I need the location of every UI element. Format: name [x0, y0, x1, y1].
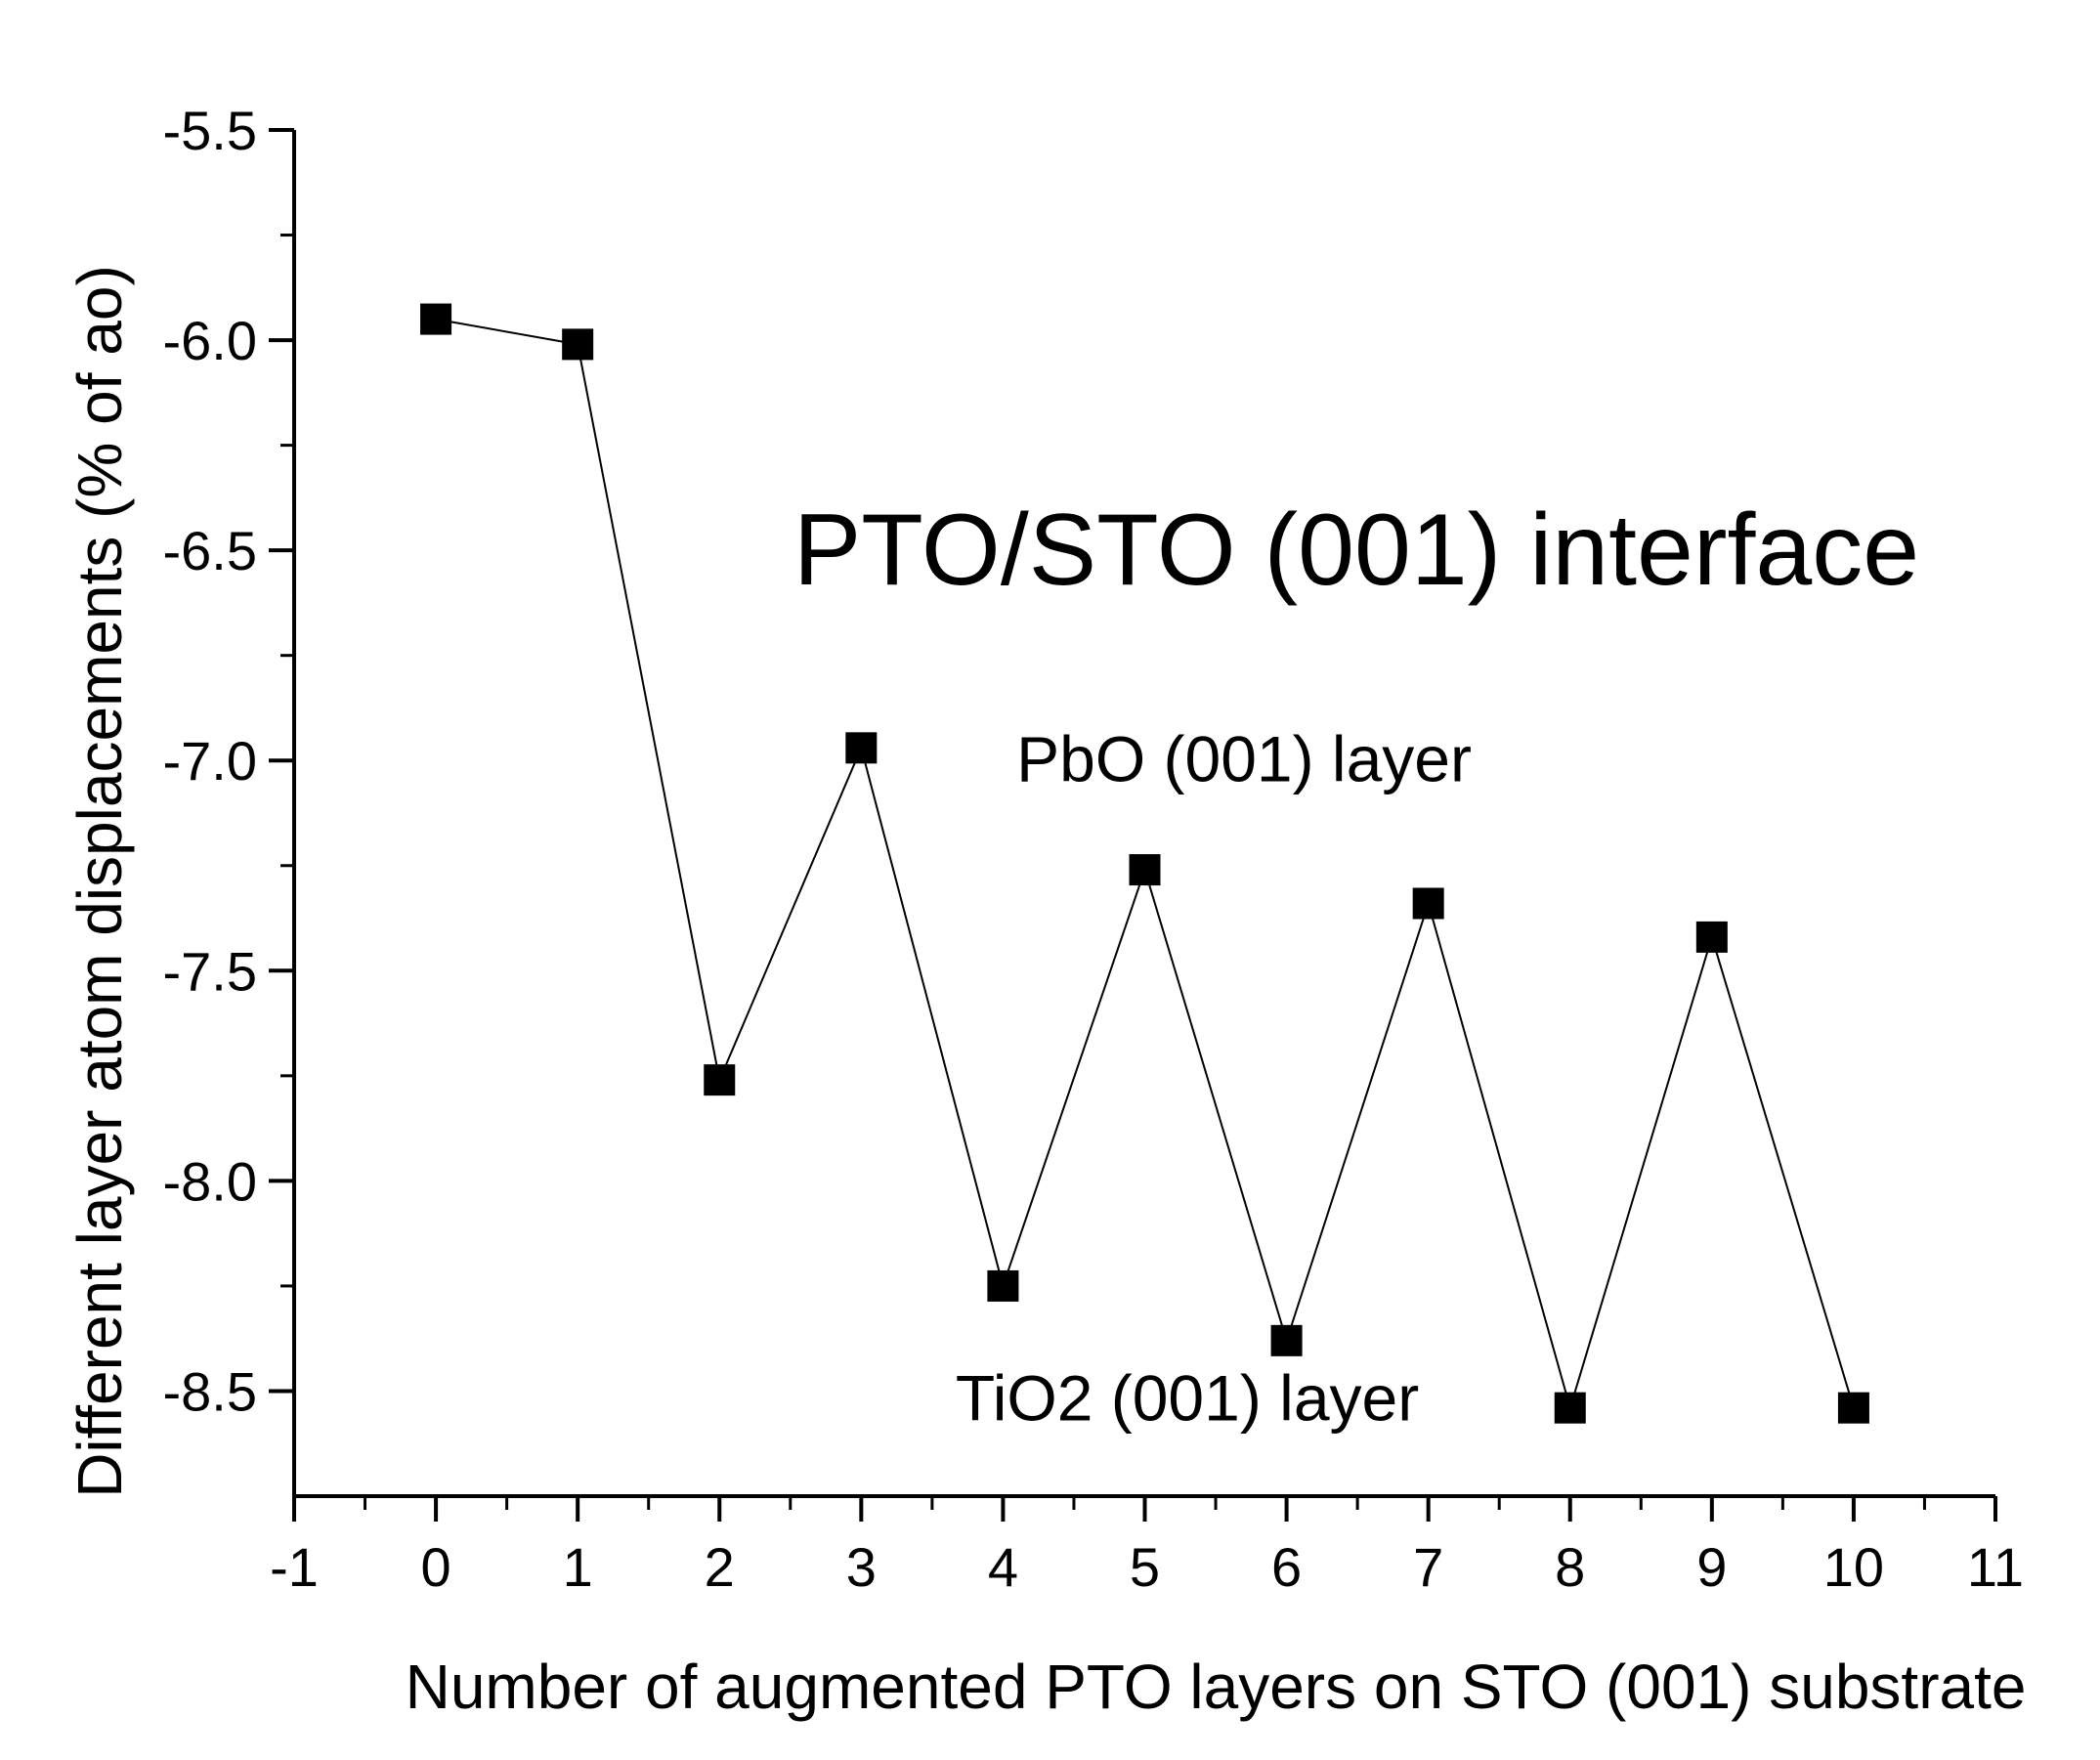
y-tick-label: -8.5 [163, 1360, 258, 1422]
x-tick-label: 11 [1967, 1536, 2024, 1598]
x-axis-label: Number of augmented PTO layers on STO (0… [406, 1652, 2027, 1722]
x-tick-label: 2 [705, 1536, 735, 1598]
x-tick-label: 4 [988, 1536, 1018, 1598]
data-point [1695, 921, 1728, 953]
data-point [562, 328, 594, 361]
y-tick-label: -8.0 [163, 1150, 258, 1212]
data-point [1270, 1324, 1303, 1356]
x-tick-label: 1 [563, 1536, 593, 1598]
data-point [845, 732, 878, 764]
x-tick-label: 8 [1555, 1536, 1585, 1598]
x-tick-label: 9 [1696, 1536, 1727, 1598]
data-point [420, 303, 452, 335]
x-tick-label: 3 [846, 1536, 877, 1598]
data-point [1412, 887, 1444, 920]
y-tick-label: -7.0 [163, 730, 258, 792]
chart-title: PTO/STO (001) interface [793, 494, 1919, 607]
x-tick-label: 5 [1130, 1536, 1160, 1598]
y-tick-label: -6.5 [163, 520, 258, 581]
annotation-tio2-layer: TiO2 (001) layer [956, 1362, 1419, 1435]
annotation-pbo-layer: PbO (001) layer [1016, 723, 1472, 795]
y-tick-label: -5.5 [163, 100, 258, 161]
y-tick-label: -6.0 [163, 310, 258, 371]
data-point [987, 1269, 1019, 1302]
series-group [420, 303, 1869, 1424]
data-point [1837, 1392, 1869, 1424]
y-axis-label: Different layer atom displacements (% of… [64, 265, 135, 1498]
x-tick-label: 6 [1271, 1536, 1302, 1598]
x-tick-label: -1 [270, 1536, 319, 1598]
y-tick-label: -7.5 [163, 940, 258, 1002]
x-tick-label: 10 [1823, 1536, 1884, 1598]
x-tick-label: 0 [421, 1536, 451, 1598]
x-tick-label: 7 [1413, 1536, 1443, 1598]
axes: -1 0 1 2 3 4 5 6 7 8 9 10 11 -5.5 -6.0 -6.5 -7.0 -7.5 -8.0… [163, 100, 2025, 1598]
data-point [1129, 854, 1161, 886]
data-point [704, 1064, 736, 1096]
data-point [1554, 1392, 1586, 1424]
